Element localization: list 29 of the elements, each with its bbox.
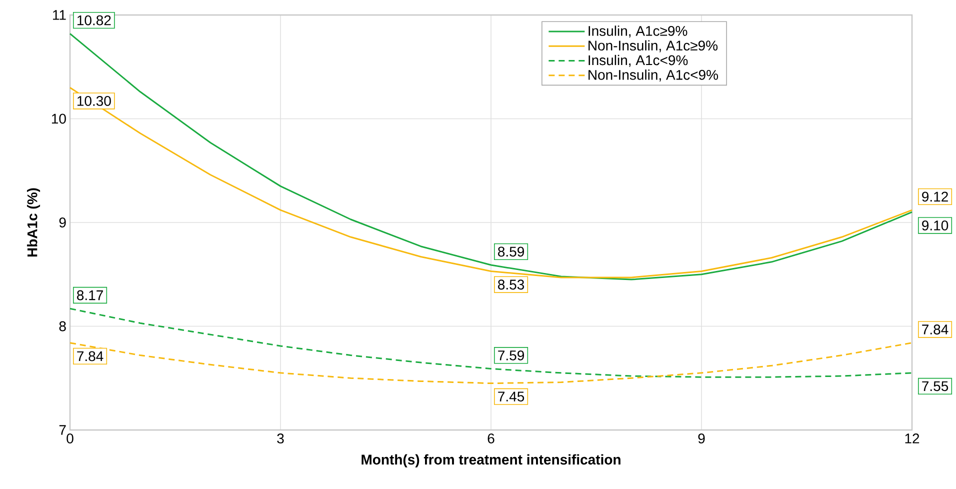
data-label: 7.55 <box>922 381 948 392</box>
data-label: 8.17 <box>77 290 103 300</box>
data-label: 7.59 <box>498 350 524 360</box>
legend-label: Non-Insulin, A1c≥9% <box>588 40 718 52</box>
x-tick-label: 12 <box>905 434 920 444</box>
data-label: 8.53 <box>498 280 524 290</box>
legend-label: Insulin, A1c<9% <box>588 54 688 67</box>
x-axis-title: Month(s) from treatment intensification <box>362 454 620 468</box>
data-label: 8.59 <box>498 246 524 257</box>
data-label: 9.12 <box>922 192 948 202</box>
y-tick-label: 7 <box>59 425 66 435</box>
y-tick-label: 11 <box>53 10 66 20</box>
legend-label: Non-Insulin, A1c<9% <box>588 70 718 82</box>
x-tick-label: 6 <box>488 434 494 444</box>
data-label: 10.30 <box>77 96 111 106</box>
y-tick-label: 10 <box>52 114 66 124</box>
x-tick-label: 3 <box>277 434 284 444</box>
y-axis-title: HbA1c (%) <box>26 188 40 257</box>
data-label: 9.10 <box>922 220 948 230</box>
data-label: 7.45 <box>498 392 524 402</box>
data-label: 7.84 <box>77 351 104 362</box>
x-tick-label: 0 <box>66 434 74 444</box>
data-label: 10.82 <box>77 15 111 26</box>
y-tick-label: 8 <box>59 321 66 332</box>
x-tick-label: 9 <box>698 434 705 444</box>
legend-label: Insulin, A1c≥9% <box>588 26 688 38</box>
y-tick-label: 9 <box>59 218 66 228</box>
line-series <box>69 342 913 384</box>
data-label: 7.84 <box>922 324 948 334</box>
